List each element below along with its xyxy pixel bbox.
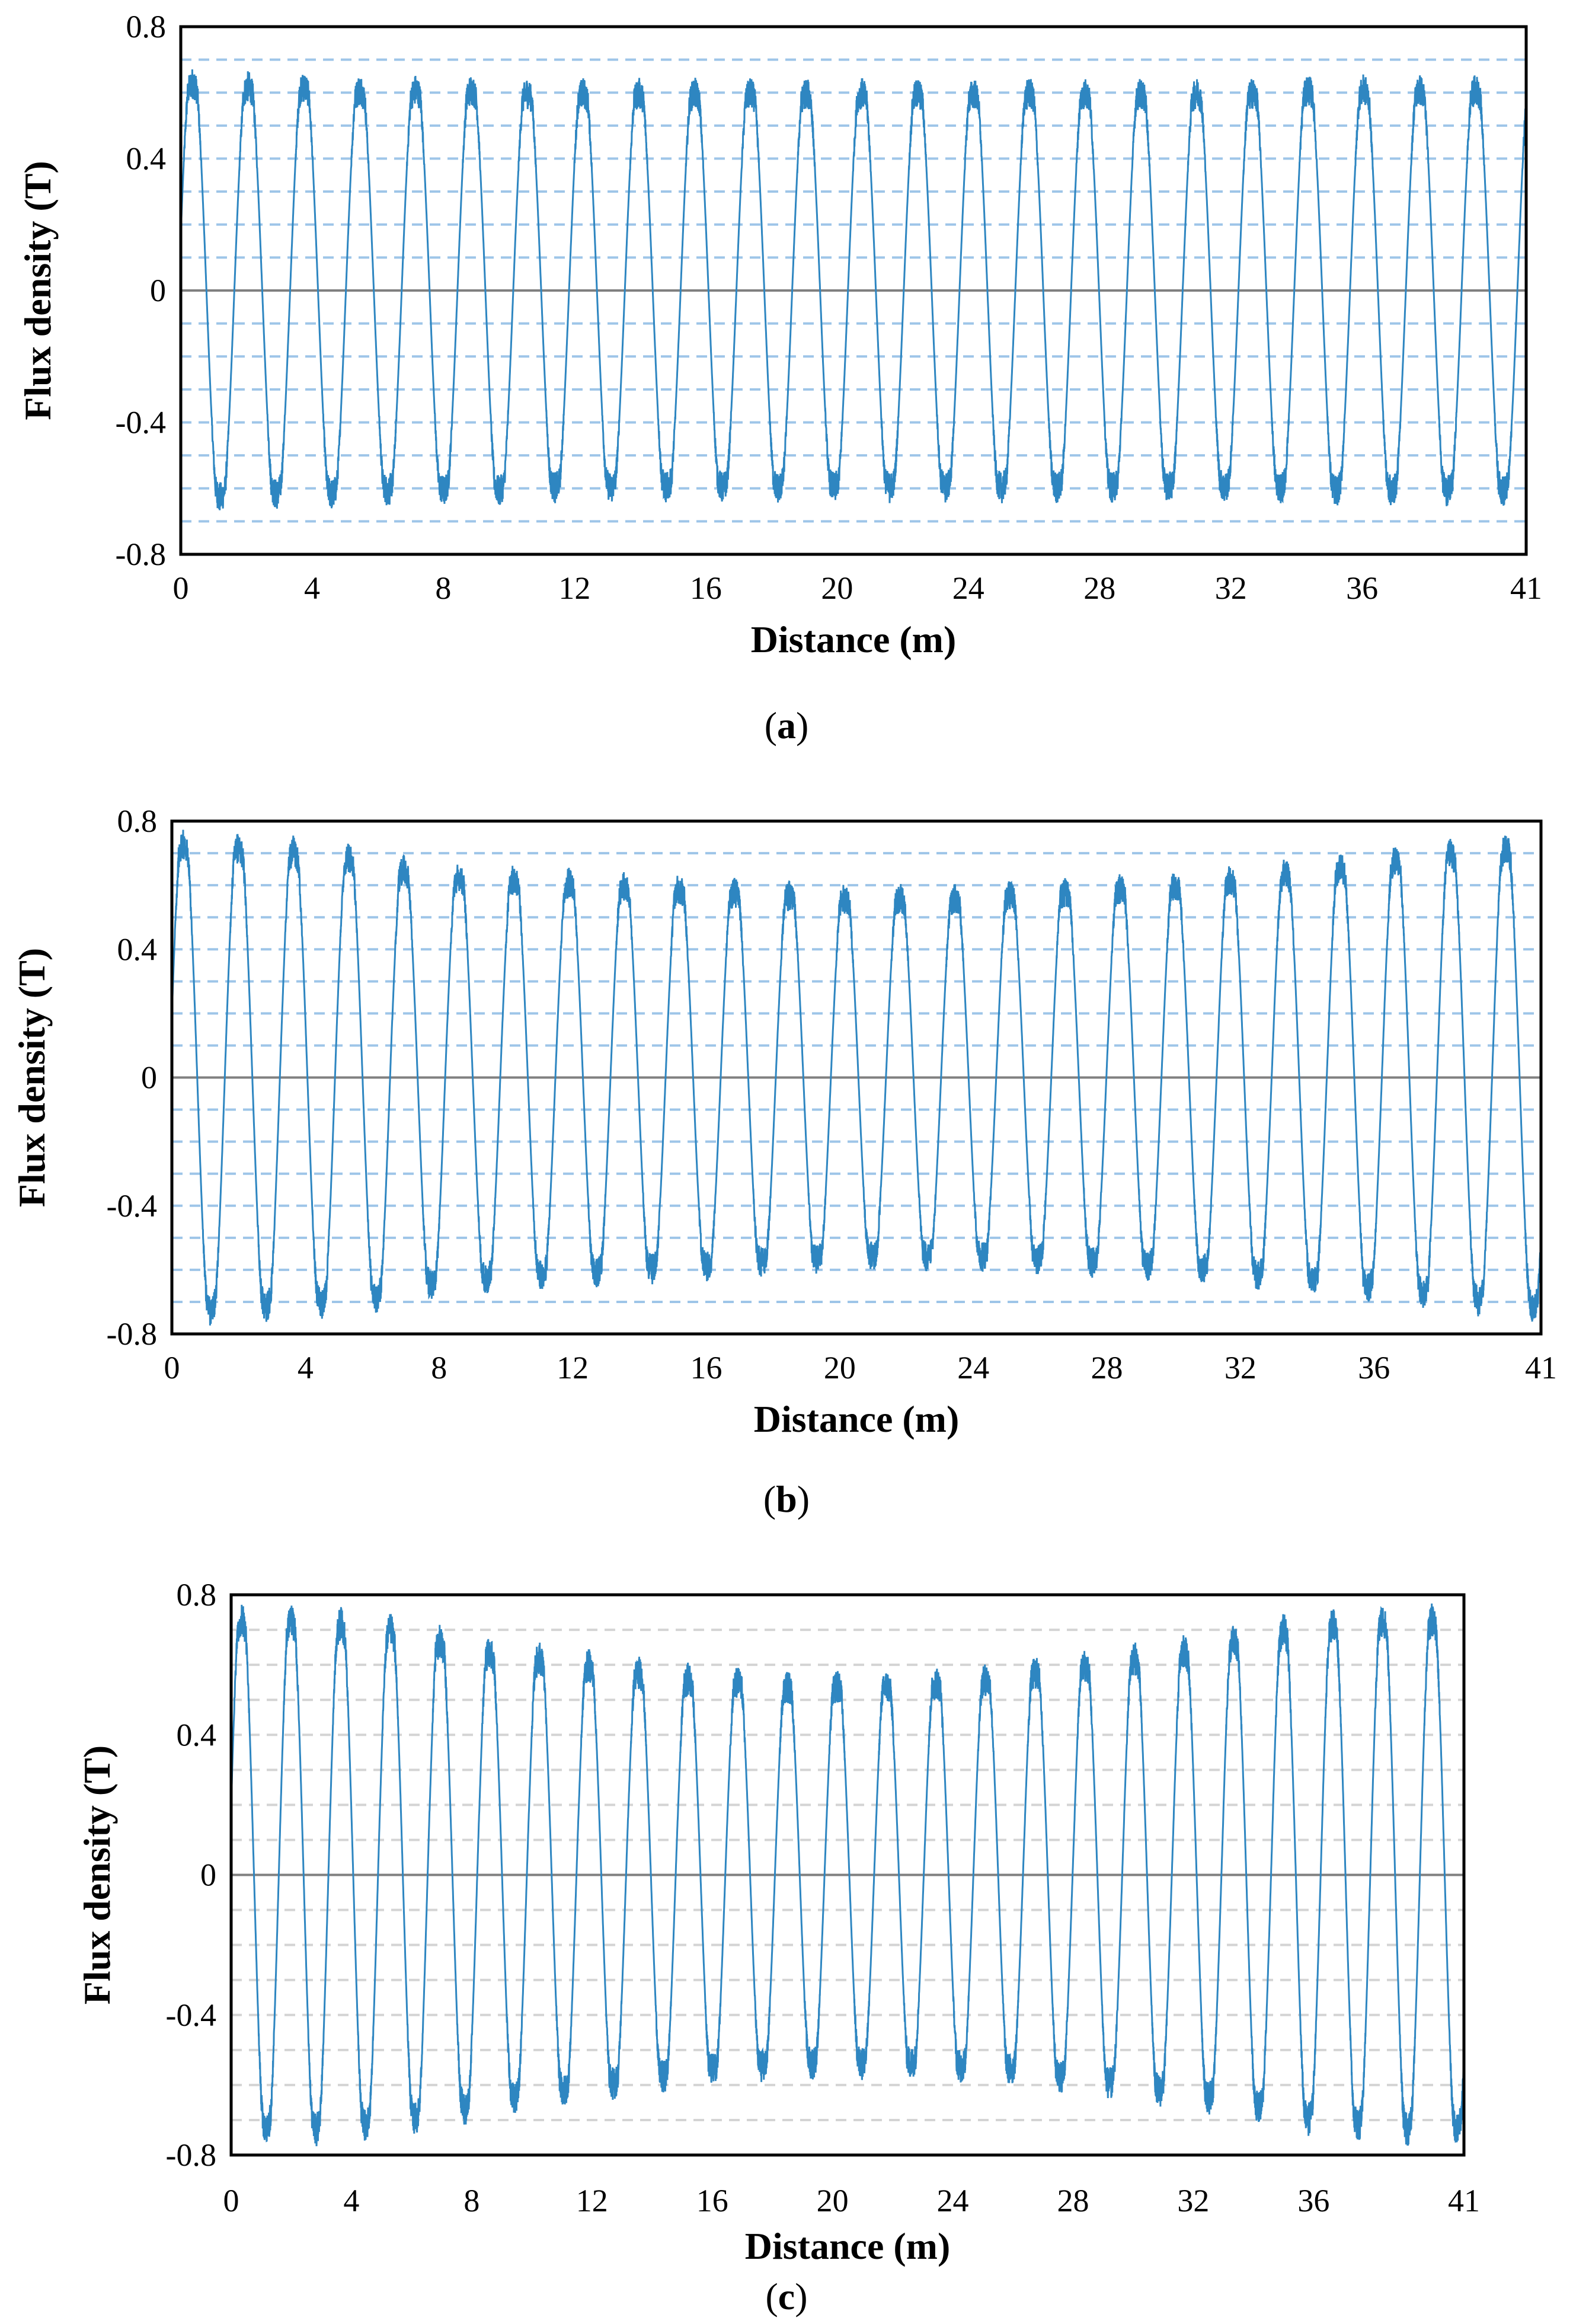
- y-tick-label: 0.4: [126, 141, 167, 177]
- x-tick-label: 16: [696, 2183, 728, 2218]
- x-tick-label: 16: [690, 570, 722, 606]
- x-axis-title: Distance (m): [751, 618, 957, 660]
- y-tick-label: 0: [200, 1857, 216, 1893]
- panel-caption-letter: c: [778, 2275, 795, 2317]
- panel-caption: (a): [765, 704, 809, 746]
- x-tick-label: 8: [435, 570, 451, 606]
- x-tick-label: 0: [223, 2183, 239, 2218]
- y-tick-label: 0.4: [177, 1717, 217, 1752]
- x-tick-label: 20: [817, 2183, 849, 2218]
- panel-caption-letter: a: [777, 704, 796, 746]
- y-tick-label: -0.4: [116, 405, 166, 440]
- gridlines-c: [231, 1629, 1464, 2121]
- x-tick-label: 12: [576, 2183, 608, 2218]
- x-tick-label: 28: [1083, 570, 1115, 606]
- flux-density-series-b: [171, 829, 1542, 1326]
- x-tick-label: 24: [957, 1350, 989, 1386]
- x-tick-label: 4: [304, 570, 320, 606]
- x-tick-label: 0: [164, 1350, 180, 1386]
- y-tick-label: -0.8: [116, 537, 166, 572]
- panel-caption-letter: b: [776, 1478, 797, 1520]
- y-axis-title: Flux density (T): [76, 1745, 118, 2004]
- x-tick-label: 20: [821, 570, 853, 606]
- y-tick-label: 0: [141, 1060, 157, 1096]
- x-tick-label: 36: [1358, 1350, 1390, 1386]
- flux-density-series-a: [180, 69, 1527, 511]
- x-tick-label: 41: [1448, 2183, 1480, 2218]
- y-tick-label: 0.8: [117, 803, 158, 839]
- x-tick-label: 36: [1297, 2183, 1329, 2218]
- y-tick-label: 0.8: [126, 9, 167, 44]
- x-tick-label: 32: [1215, 570, 1247, 606]
- x-tick-label: 24: [952, 570, 984, 606]
- x-tick-label: 36: [1346, 570, 1378, 606]
- x-tick-label: 32: [1177, 2183, 1209, 2218]
- y-tick-label: 0.4: [117, 931, 158, 967]
- chart-c: 0.8 0.4 0 -0.4 -0.8 0 4 8 12 16 20 24 28…: [76, 1577, 1480, 2317]
- panel-b: 0.8 0.4 0 -0.4 -0.8 0 4 8 12 16 20 24 28…: [0, 774, 1573, 1547]
- x-tick-label: 41: [1525, 1350, 1557, 1386]
- chart-a: 0.8 0.4 0 -0.4 -0.8 0 4 8 12 16 20 24 28…: [17, 9, 1542, 746]
- flux-density-series-c: [230, 1603, 1465, 2147]
- panel-a: 0.8 0.4 0 -0.4 -0.8 0 4 8 12 16 20 24 28…: [0, 0, 1573, 774]
- x-tick-label: 28: [1057, 2183, 1089, 2218]
- y-tick-label: 0: [150, 273, 166, 308]
- y-axis-title: Flux density (T): [17, 161, 59, 420]
- gridlines-b: [172, 852, 1541, 1303]
- x-tick-label: 0: [173, 570, 189, 606]
- y-tick-label: -0.4: [166, 1997, 216, 2033]
- x-tick-label: 12: [557, 1350, 589, 1386]
- x-tick-label: 28: [1091, 1350, 1123, 1386]
- x-axis-title: Distance (m): [745, 2225, 951, 2267]
- x-tick-label: 32: [1224, 1350, 1257, 1386]
- x-tick-label: 4: [298, 1350, 314, 1386]
- plot-frame-c: [229, 1593, 1466, 2157]
- x-tick-label: 4: [343, 2183, 359, 2218]
- plot-frame-b: [170, 819, 1543, 1336]
- x-tick-label: 16: [690, 1350, 722, 1386]
- x-tick-label: 24: [937, 2183, 969, 2218]
- chart-b: 0.8 0.4 0 -0.4 -0.8 0 4 8 12 16 20 24 28…: [11, 803, 1557, 1520]
- x-tick-label: 8: [463, 2183, 479, 2218]
- panel-c: 0.8 0.4 0 -0.4 -0.8 0 4 8 12 16 20 24 28…: [0, 1547, 1573, 2321]
- x-tick-label: 41: [1510, 570, 1542, 606]
- y-axis-title: Flux density (T): [11, 948, 53, 1207]
- y-tick-label: -0.8: [107, 1316, 157, 1352]
- y-tick-label: -0.8: [166, 2137, 216, 2173]
- y-tick-label: 0.8: [177, 1577, 217, 1613]
- y-tick-label: -0.4: [107, 1188, 157, 1224]
- x-axis-title: Distance (m): [754, 1398, 960, 1440]
- plot-frame-a: [179, 25, 1528, 556]
- x-tick-label: 12: [558, 570, 590, 606]
- x-tick-label: 8: [431, 1350, 447, 1386]
- panel-caption: (b): [763, 1478, 810, 1520]
- panel-caption: (c): [765, 2275, 807, 2317]
- x-tick-label: 20: [824, 1350, 856, 1386]
